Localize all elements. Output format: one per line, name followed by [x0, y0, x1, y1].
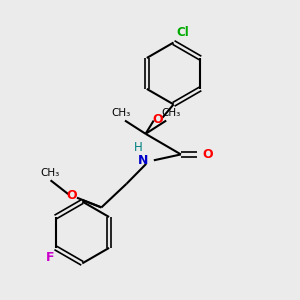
Text: O: O [202, 148, 213, 161]
Text: H: H [134, 141, 142, 154]
Text: CH₃: CH₃ [111, 108, 130, 118]
Text: F: F [46, 251, 55, 264]
Text: CH₃: CH₃ [161, 108, 180, 118]
Text: N: N [138, 154, 148, 167]
Text: O: O [67, 189, 77, 202]
Text: Cl: Cl [176, 26, 189, 39]
Text: O: O [153, 112, 164, 126]
Text: CH₃: CH₃ [40, 168, 59, 178]
